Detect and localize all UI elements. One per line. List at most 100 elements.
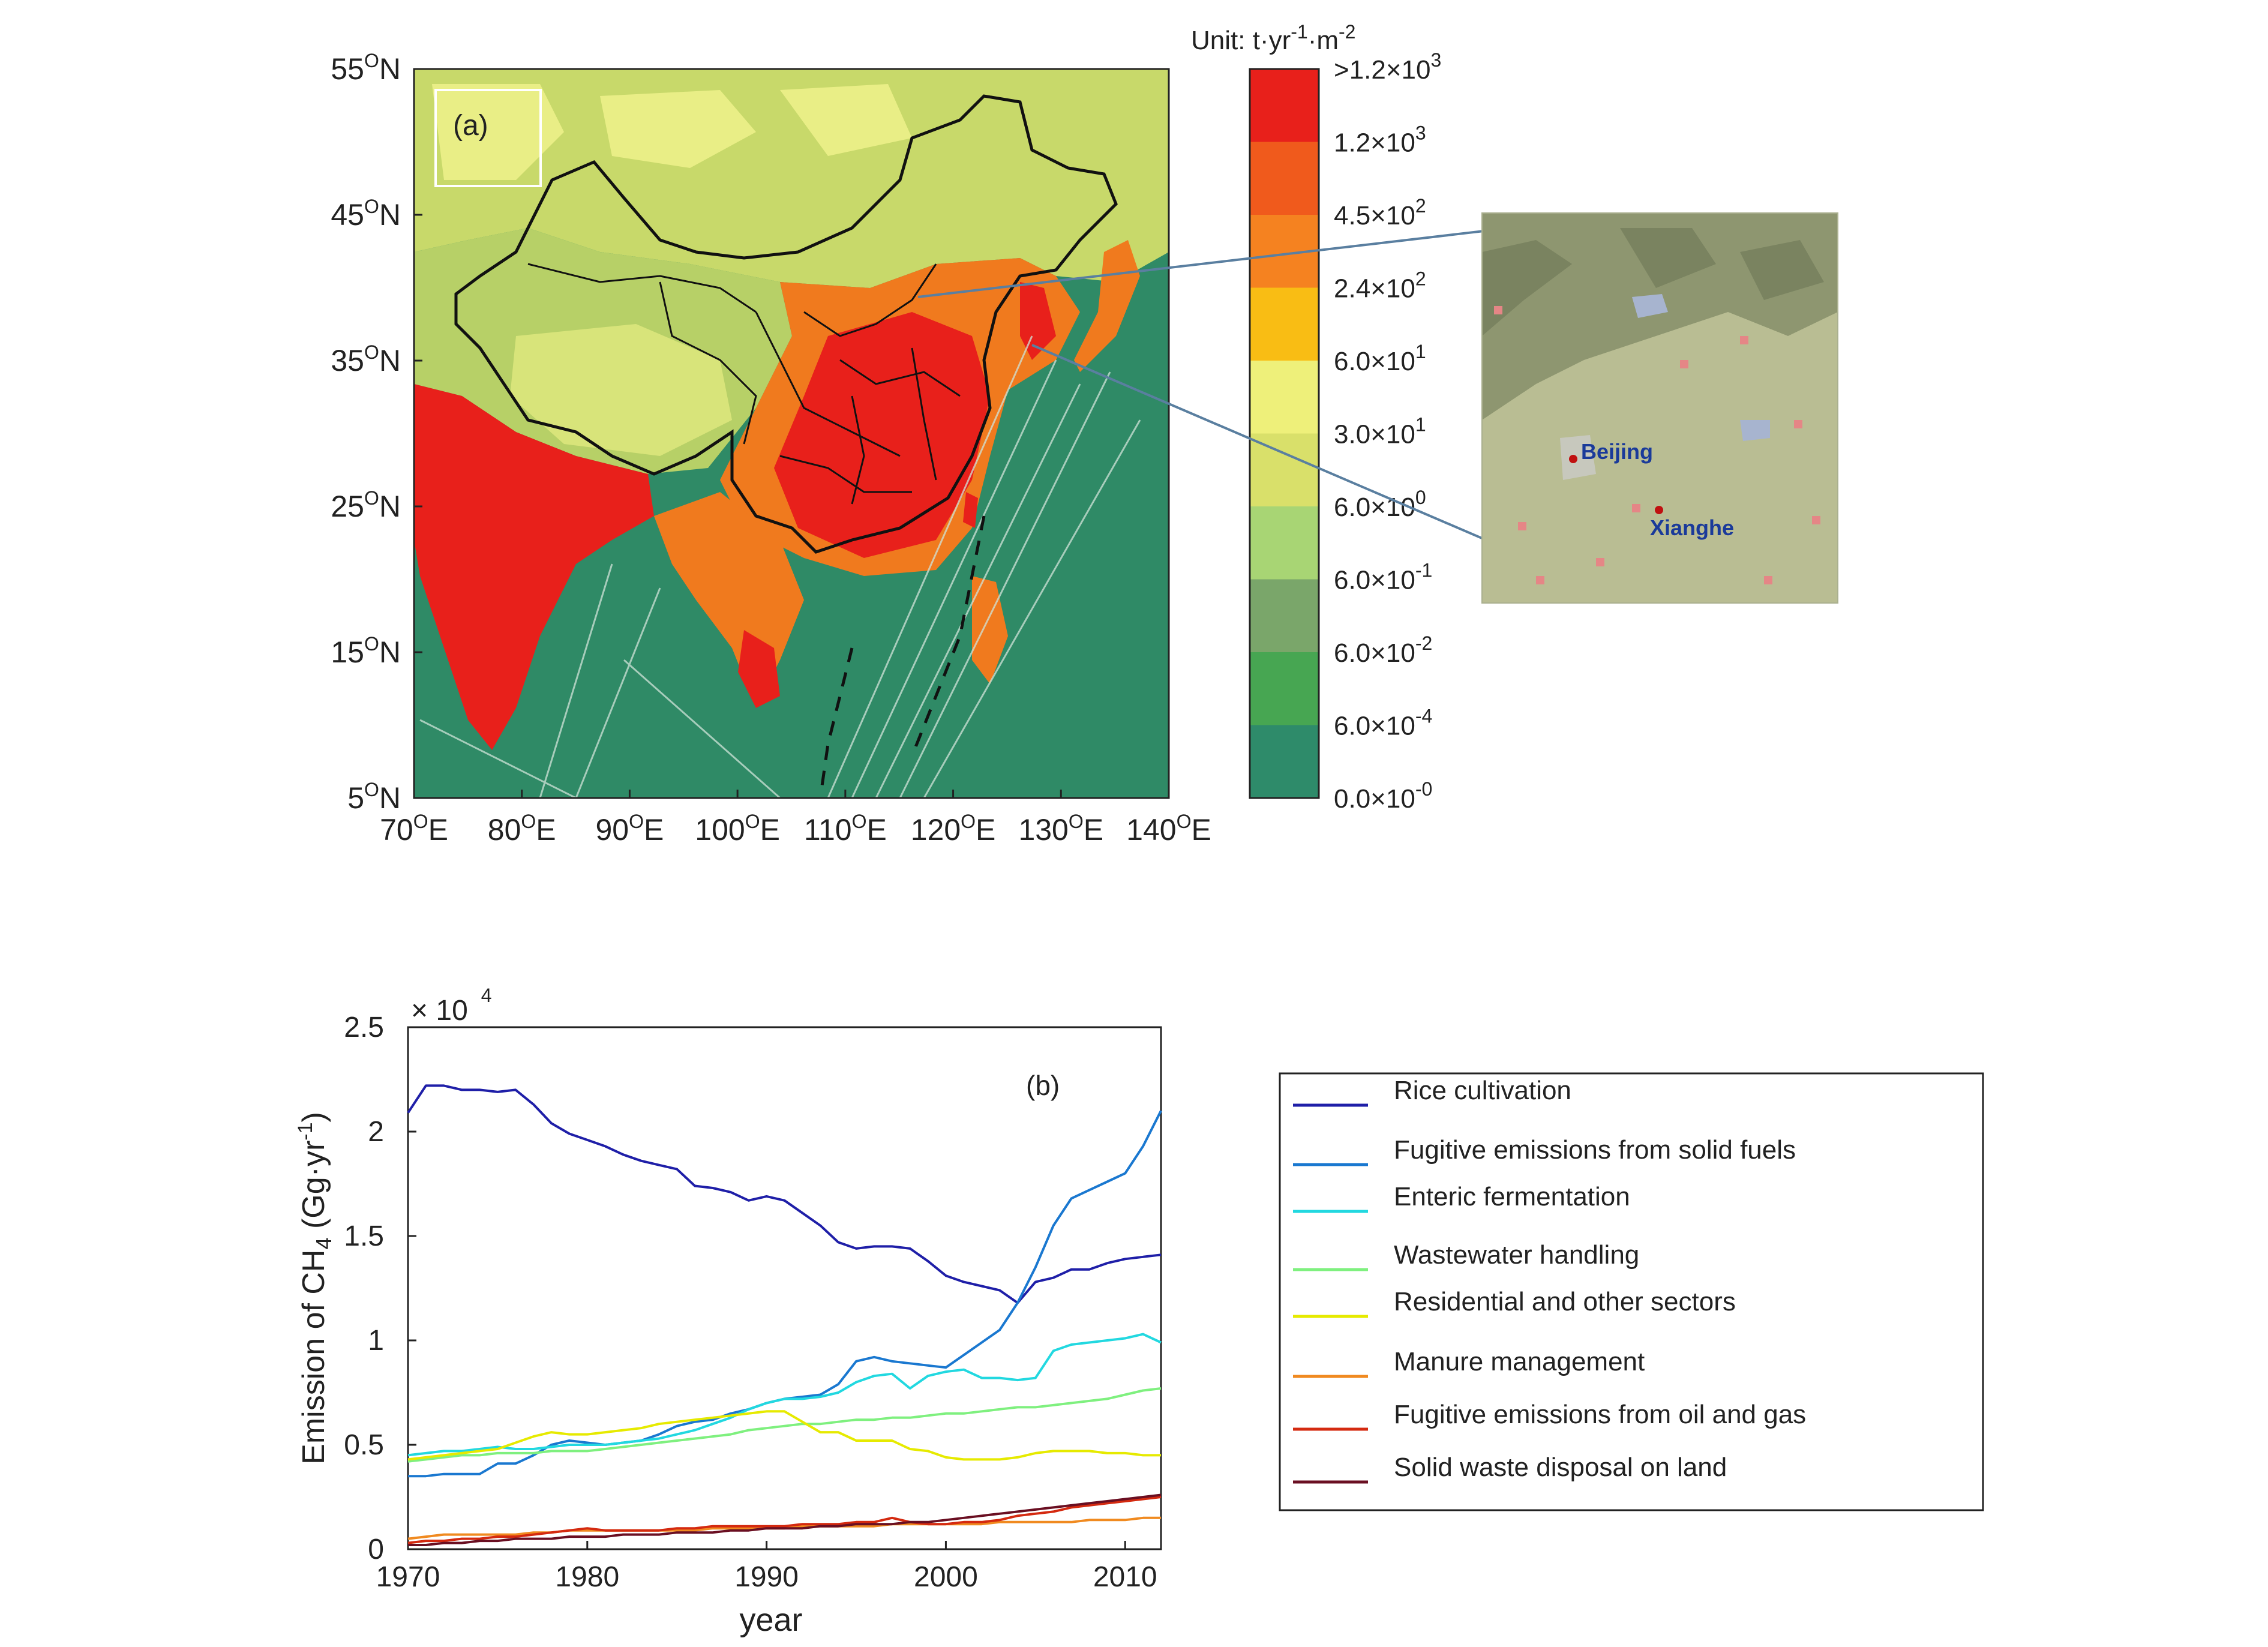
colorbar-tick-label: 2.4×102: [1334, 268, 1426, 304]
panel-b-label: (b): [1026, 1070, 1060, 1101]
line-chart-panel: 1970 1980 1990 2000 2010 0 0.5 1 1.5 2 2.5 (b) × 1…: [294, 985, 1984, 1638]
series-line: [407, 1410, 1161, 1461]
plot-area: [407, 1026, 1162, 1550]
lat-tick-label: 55ON: [331, 50, 401, 86]
map-area: [414, 69, 1169, 798]
x-tick-label: 2010: [1093, 1561, 1157, 1593]
legend-label: Rice cultivation: [1394, 1076, 1571, 1105]
shipping-lanes: [419, 335, 1141, 798]
legend-label: Residential and other sectors: [1394, 1287, 1736, 1316]
colorbar-swatch: [1250, 287, 1319, 361]
chart-lines: [407, 1084, 1162, 1546]
inset-mountains-dark: [1482, 228, 1824, 336]
xianghe-label: Xianghe: [1650, 515, 1734, 540]
series-line: [407, 1496, 1162, 1544]
tibet-lighter: [510, 324, 732, 456]
colorbar-swatch: [1250, 652, 1319, 726]
y-tick-label: 2.5: [344, 1012, 384, 1043]
lon-tick-label: 90OE: [595, 811, 664, 847]
y-tick-label: 0: [368, 1534, 384, 1565]
colorbar-tick-label: 4.5×102: [1334, 195, 1426, 230]
map-lon-axis: 70OE 80OE 90OE 100OE 110OE 120OE 130OE 140OE: [380, 790, 1211, 847]
colorbar-tick-label: 6.0×101: [1334, 341, 1426, 376]
philippines: [972, 576, 1008, 684]
lon-tick-label: 120OE: [911, 811, 996, 847]
x-tick-label: 1980: [555, 1561, 619, 1593]
chart-legend: Rice cultivation Fugitive emissions from …: [1279, 1072, 1984, 1511]
map-panel: (a) 55ON 45ON 35ON 25ON 15ON 5ON 70OE 80OE 90OE…: [331, 21, 1838, 847]
colorbar-swatch: [1250, 142, 1319, 215]
colorbar-tick-label: 6.0×100: [1334, 487, 1426, 522]
china-border: [454, 94, 1118, 554]
y-tick-label: 2: [368, 1116, 384, 1148]
inset-towns: [1494, 306, 1820, 584]
x-axis-label: year: [739, 1602, 802, 1638]
legend-label: Fugitive emissions from oil and gas: [1394, 1400, 1806, 1429]
series-line: [407, 1333, 1162, 1457]
east-china-red: [774, 312, 990, 558]
beijing-marker: [1569, 455, 1577, 463]
colorbar-swatch: [1250, 725, 1319, 799]
korea: [1020, 282, 1056, 360]
nine-dash-line: [820, 515, 986, 787]
colorbar-swatch: [1250, 433, 1319, 507]
colorbar-swatch: [1250, 579, 1319, 653]
lat-tick-label: 35ON: [331, 341, 401, 377]
taiwan: [963, 492, 978, 528]
northern-land: [414, 69, 1169, 288]
y-axis-label: Emission of CH4 (Gg·yr-1): [294, 1112, 336, 1465]
lat-tick-label: 25ON: [331, 487, 401, 523]
colorbar-tick-label: 6.0×10-2: [1334, 632, 1432, 668]
y-tick-label: 0.5: [344, 1429, 384, 1461]
x-tick-label: 1990: [734, 1561, 799, 1593]
lon-tick-label: 110OE: [804, 811, 887, 847]
x-tick-label: 1970: [376, 1561, 440, 1593]
legend-label: Manure management: [1394, 1347, 1645, 1376]
x-tick-label: 2000: [914, 1561, 978, 1593]
series-line: [407, 1084, 1162, 1304]
lon-tick-label: 80OE: [488, 811, 556, 847]
northern-land-patches: [432, 84, 912, 180]
legend-label: Enteric fermentation: [1394, 1182, 1630, 1211]
lon-tick-label: 70OE: [380, 811, 448, 847]
lon-tick-label: 100OE: [695, 811, 780, 847]
inset-city-area: [1560, 435, 1596, 480]
inset-map: Beijing Xianghe: [1481, 212, 1838, 604]
lon-tick-label: 130OE: [1018, 811, 1103, 847]
colorbar-frame: [1249, 68, 1320, 799]
y-multiplier: × 10 4: [411, 985, 492, 1027]
inset-water: [1632, 294, 1770, 441]
colorbar-swatch: [1250, 506, 1319, 580]
colorbar-tick-label: 6.0×10-4: [1334, 706, 1432, 741]
inset-frame: [1481, 212, 1838, 604]
xianghe-marker: [1655, 506, 1663, 514]
series-line: [408, 1493, 1162, 1546]
lat-tick-label: 15ON: [331, 633, 401, 669]
chart-axes: 1970 1980 1990 2000 2010 0 0.5 1 1.5 2 2.5: [344, 1012, 1157, 1593]
y-tick-label: 1: [368, 1325, 384, 1357]
legend-label: Fugitive emissions from solid fuels: [1394, 1135, 1796, 1165]
colorbar: Unit: t·yr-1·m-2 >1.2×103 1.2×103 4.5×102 2…: [1191, 21, 1441, 814]
legend-label: Wastewater handling: [1394, 1240, 1639, 1270]
panel-a-label-box: [434, 89, 542, 187]
series-line: [407, 1387, 1162, 1463]
lat-tick-label: 45ON: [331, 196, 401, 232]
colorbar-tick-label: 0.0×10-0: [1334, 778, 1432, 814]
province-borders: [527, 263, 961, 505]
colorbar-tick-label: >1.2×103: [1334, 49, 1441, 85]
colorbar-swatch: [1250, 361, 1319, 434]
india-red: [414, 384, 654, 750]
lon-tick-label: 140OE: [1126, 811, 1211, 847]
map-frame: [413, 68, 1170, 799]
colorbar-swatch: [1250, 69, 1319, 143]
colorbar-unit: Unit: t·yr-1·m-2: [1191, 21, 1355, 55]
beijing-label: Beijing: [1581, 439, 1653, 464]
map-lat-axis: 55ON 45ON 35ON 25ON 15ON 5ON: [331, 50, 422, 815]
lat-tick-label: 5ON: [347, 779, 401, 815]
se-asia-red: [738, 630, 780, 708]
colorbar-tick-label: 6.0×10-1: [1334, 560, 1432, 595]
panel-a-label: (a): [453, 110, 488, 142]
colorbar-tick-label: 1.2×103: [1334, 122, 1426, 158]
colorbar-tick-label: 3.0×101: [1334, 414, 1426, 449]
